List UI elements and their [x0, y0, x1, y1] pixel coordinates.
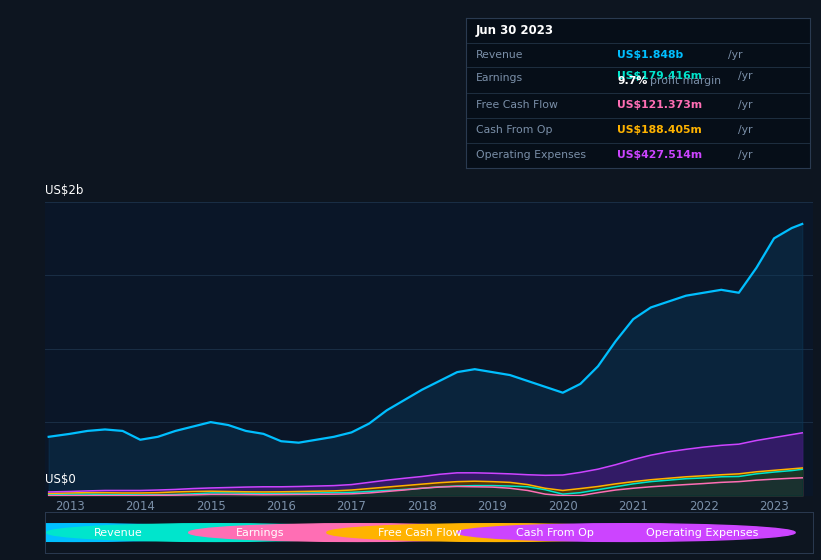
Text: 9.7%: 9.7%	[617, 76, 648, 86]
Text: US$179.416m: US$179.416m	[617, 71, 702, 81]
Text: /yr: /yr	[738, 125, 752, 135]
Text: US$427.514m: US$427.514m	[617, 150, 702, 160]
Text: Free Cash Flow: Free Cash Flow	[476, 100, 557, 110]
Text: Earnings: Earnings	[236, 528, 284, 538]
Text: Free Cash Flow: Free Cash Flow	[378, 528, 461, 538]
Text: US$121.373m: US$121.373m	[617, 100, 702, 110]
Text: Cash From Op: Cash From Op	[516, 528, 594, 538]
Text: /yr: /yr	[738, 71, 752, 81]
Text: Revenue: Revenue	[94, 528, 142, 538]
Text: Revenue: Revenue	[476, 50, 523, 60]
Text: US$188.405m: US$188.405m	[617, 125, 702, 135]
Circle shape	[47, 524, 384, 542]
Text: US$0: US$0	[45, 473, 76, 486]
Circle shape	[327, 524, 665, 542]
Circle shape	[457, 524, 795, 542]
Text: /yr: /yr	[727, 50, 742, 60]
Text: /yr: /yr	[738, 150, 752, 160]
Text: Earnings: Earnings	[476, 73, 523, 83]
Text: Operating Expenses: Operating Expenses	[476, 150, 586, 160]
Text: profit margin: profit margin	[650, 76, 721, 86]
Text: Jun 30 2023: Jun 30 2023	[476, 24, 554, 37]
Text: /yr: /yr	[738, 100, 752, 110]
Text: US$1.848b: US$1.848b	[617, 50, 683, 60]
Text: Cash From Op: Cash From Op	[476, 125, 553, 135]
Text: US$2b: US$2b	[45, 184, 84, 197]
Circle shape	[189, 524, 526, 542]
Text: Operating Expenses: Operating Expenses	[646, 528, 759, 538]
Circle shape	[0, 524, 242, 542]
